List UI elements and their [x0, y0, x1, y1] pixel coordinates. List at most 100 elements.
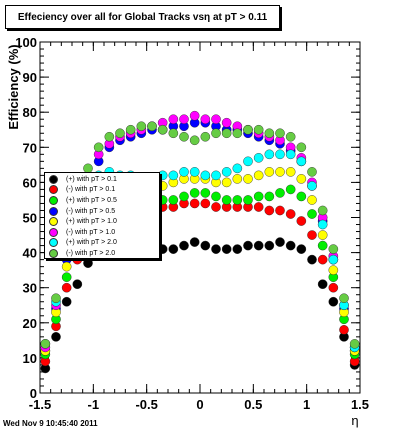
data-point	[115, 128, 125, 139]
data-point	[328, 282, 339, 293]
data-point	[61, 282, 72, 293]
data-point	[328, 254, 339, 265]
data-point	[243, 240, 253, 251]
data-point	[93, 142, 104, 153]
data-point	[349, 339, 360, 349]
data-point	[232, 174, 243, 184]
data-point	[339, 325, 349, 335]
data-point	[317, 279, 328, 289]
data-point	[211, 244, 221, 254]
y-tick-label: 0	[30, 386, 37, 401]
data-point	[275, 188, 285, 198]
data-point	[296, 191, 307, 202]
data-point	[179, 114, 189, 125]
x-tick-label: -1.5	[29, 397, 51, 412]
legend-entry: (+) with pT > 1.0	[49, 216, 159, 227]
chart-title-box: Effeciency over all for Global Tracks vs…	[5, 5, 280, 29]
data-point	[253, 191, 264, 202]
data-point	[51, 332, 61, 342]
data-point	[189, 135, 200, 146]
x-axis-label: η	[351, 413, 358, 428]
data-point	[285, 209, 296, 219]
data-point	[285, 131, 296, 142]
data-point	[296, 216, 307, 226]
data-point	[179, 167, 189, 177]
data-point	[72, 279, 83, 289]
chart-title: Effeciency over all for Global Tracks vs…	[17, 11, 268, 23]
data-point	[328, 265, 339, 275]
data-point	[253, 124, 264, 135]
y-tick-label: 10	[23, 351, 37, 366]
data-point	[307, 167, 317, 177]
data-point	[179, 240, 189, 251]
data-point	[253, 170, 264, 181]
x-tick-label: -1	[88, 397, 100, 412]
data-point	[179, 191, 189, 202]
data-point	[275, 167, 285, 177]
data-point	[136, 121, 147, 132]
data-point	[168, 244, 179, 254]
data-point	[243, 195, 253, 205]
data-point	[104, 131, 115, 142]
data-point	[307, 230, 317, 240]
data-point	[168, 128, 179, 139]
data-point	[275, 149, 285, 160]
data-point	[232, 244, 243, 254]
data-point	[61, 261, 72, 272]
legend-label: (+) with pT > 1.0	[66, 218, 117, 226]
legend-label: (+) with pT > 0.1	[66, 175, 117, 183]
data-point	[200, 170, 211, 181]
data-point	[200, 188, 211, 198]
plot-axes	[39, 41, 361, 394]
data-point	[264, 240, 275, 251]
data-point	[189, 237, 200, 247]
data-point	[307, 181, 317, 191]
data-point	[40, 339, 51, 349]
timestamp: Wed Nov 9 10:45:40 2011	[3, 419, 98, 428]
data-point	[83, 258, 93, 268]
data-point	[275, 237, 285, 247]
data-point	[61, 296, 72, 307]
legend-label: (-) with pT > 0.5	[66, 207, 116, 215]
legend-marker	[49, 238, 58, 248]
y-tick-label: 90	[23, 70, 37, 85]
data-point	[243, 124, 253, 135]
x-tick-label: 0	[196, 397, 203, 412]
legend-entry: (+) with pT > 0.1	[49, 174, 159, 185]
legend-label: (+) with pT > 0.5	[66, 196, 117, 204]
data-point	[296, 142, 307, 153]
data-point	[307, 195, 317, 205]
data-point	[264, 128, 275, 139]
y-tick-label: 40	[23, 246, 37, 261]
data-point	[168, 195, 179, 205]
legend-entry: (-) with pT > 1.0	[49, 227, 159, 238]
data-point	[147, 121, 157, 132]
y-tick-label: 60	[23, 175, 37, 190]
y-tick-label: 30	[23, 281, 37, 296]
legend-marker	[49, 185, 58, 195]
y-tick-label: 70	[23, 140, 37, 155]
data-point	[296, 244, 307, 254]
data-point	[264, 167, 275, 177]
data-point	[285, 167, 296, 177]
data-point	[211, 114, 221, 125]
data-point	[317, 240, 328, 251]
data-point	[307, 209, 317, 219]
data-point	[317, 219, 328, 230]
legend-label: (-) with pT > 1.0	[66, 228, 116, 236]
y-axis-label: Efficiency (%)	[6, 44, 21, 129]
legend-marker	[49, 195, 58, 205]
data-point	[264, 205, 275, 216]
data-point	[232, 163, 243, 174]
y-tick-label: 100	[15, 35, 37, 50]
x-tick-label: 0.5	[244, 397, 262, 412]
data-point	[211, 170, 221, 181]
data-point	[157, 124, 168, 135]
data-point	[296, 174, 307, 184]
data-point	[285, 149, 296, 160]
data-point	[328, 244, 339, 254]
legend-marker	[49, 227, 58, 237]
data-point	[243, 174, 253, 184]
data-point	[285, 240, 296, 251]
data-point	[285, 184, 296, 195]
